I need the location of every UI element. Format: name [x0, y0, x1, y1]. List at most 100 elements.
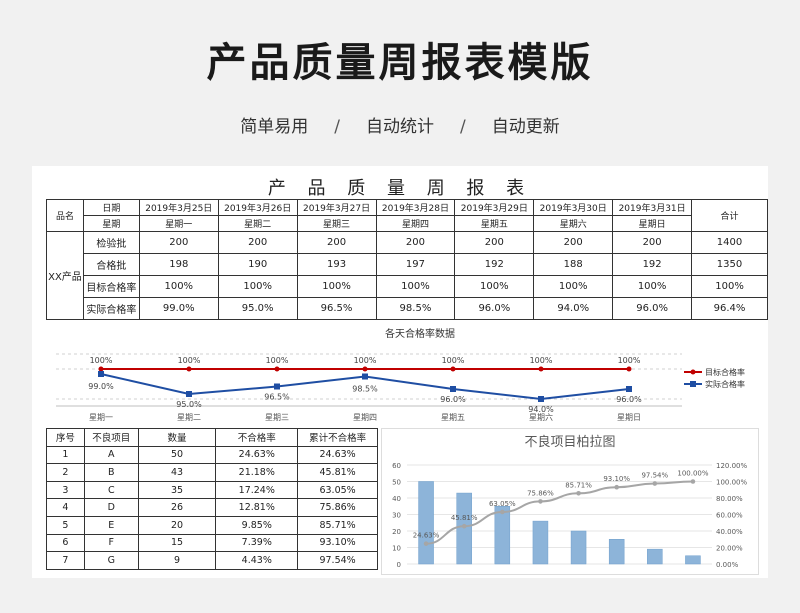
- total-cell: 96.4%: [691, 297, 768, 320]
- table-cell: 192: [454, 253, 535, 276]
- row-label: 目标合格率: [82, 275, 140, 298]
- bar: [532, 520, 549, 565]
- cumulative-label: 24.63%: [413, 532, 440, 540]
- data-point: [274, 383, 280, 390]
- defect-header-cell: 不合格率: [215, 428, 299, 447]
- table-cell: 192: [612, 253, 693, 276]
- defect-cell: 4: [46, 498, 85, 517]
- bar: [685, 555, 701, 565]
- table-cell: 100%: [138, 275, 219, 298]
- defect-cell: 7: [46, 551, 85, 570]
- y-tick-label: 0: [397, 561, 401, 569]
- data-label: 96.5%: [264, 393, 290, 402]
- y2-tick-label: 20.00%: [716, 545, 743, 553]
- date-cell: 2019年3月25日: [138, 199, 219, 216]
- cumulative-label: 97.54%: [641, 472, 668, 480]
- data-label: 95.0%: [176, 400, 202, 409]
- cumulative-point: [538, 499, 543, 504]
- subtitle-separator: /: [334, 117, 340, 137]
- y-tick-label: 30: [392, 512, 401, 520]
- data-label: 99.0%: [88, 382, 114, 391]
- table-cell: 100%: [375, 275, 456, 298]
- defect-cell: 6: [46, 533, 85, 553]
- row-label: 实际合格率: [82, 297, 140, 320]
- total-cell: 100%: [691, 275, 768, 298]
- defect-header-row: 序号 不良项目 数量 不合格率 累计不合格率: [46, 428, 378, 447]
- defect-cell: 4.43%: [215, 551, 299, 570]
- data-point: [626, 386, 632, 392]
- cumulative-point: [461, 523, 467, 529]
- data-label: 100%: [354, 356, 377, 365]
- x-tick-label: 星期一: [89, 413, 113, 422]
- header-product: 品名: [46, 199, 84, 232]
- defect-cell: 17.24%: [215, 480, 299, 500]
- legend-marker: [690, 369, 696, 375]
- data-point: [362, 366, 368, 372]
- y-tick-label: 10: [392, 545, 401, 553]
- bar: [494, 506, 511, 565]
- defect-cell: 12.81%: [215, 498, 299, 517]
- defect-cell: 26: [137, 498, 217, 517]
- data-label: 100%: [530, 356, 553, 365]
- data-point: [362, 373, 368, 380]
- data-label: 96.0%: [440, 395, 466, 404]
- data-point: [98, 371, 104, 377]
- data-point: [450, 386, 456, 392]
- table-cell: 100%: [533, 275, 614, 298]
- weekday-cell: 星期三: [296, 215, 377, 232]
- report-title: 产 品 质 量 周 报 表: [267, 178, 533, 199]
- defect-cell: 20: [137, 515, 217, 535]
- table-cell: 94.0%: [533, 297, 614, 320]
- y-tick-label: 40: [392, 495, 401, 503]
- defect-header-cell: 不良项目: [83, 428, 139, 447]
- defect-cell: B: [83, 463, 139, 482]
- cumulative-label: 63.05%: [489, 500, 516, 508]
- defect-cell: 35: [137, 480, 217, 500]
- weekday-cell: 星期五: [454, 215, 535, 232]
- table-cell: 200: [296, 231, 377, 254]
- x-tick-label: 星期日: [617, 413, 641, 422]
- defect-cell: A: [83, 445, 139, 465]
- table-cell: 200: [375, 231, 456, 254]
- cumulative-point: [500, 509, 505, 515]
- data-point: [98, 366, 104, 372]
- data-label: 96.0%: [616, 395, 642, 404]
- table-cell: 95.0%: [217, 297, 298, 320]
- cumulative-label: 93.10%: [603, 475, 630, 483]
- y2-tick-label: 100.00%: [716, 479, 747, 487]
- cumulative-label: 85.71%: [565, 481, 592, 489]
- weekday-cell: 星期日: [612, 215, 693, 232]
- defect-header-cell: 数量: [137, 428, 217, 447]
- y-tick-label: 20: [392, 528, 401, 536]
- subtitle-item: 自动统计: [366, 117, 434, 137]
- header-date: 日期: [82, 199, 140, 216]
- date-cell: 2019年3月26日: [217, 199, 298, 216]
- table-cell: 100%: [217, 275, 298, 298]
- defect-cell: 9.85%: [215, 515, 299, 535]
- x-tick-label: 星期三: [265, 413, 289, 422]
- defect-cell: 2: [46, 463, 85, 482]
- defect-row: 4 D 26 12.81% 75.86%: [46, 498, 378, 517]
- defect-cell: 24.63%: [215, 445, 299, 465]
- cumulative-point: [652, 481, 658, 486]
- weekday-cell: 星期四: [375, 215, 456, 232]
- cumulative-label: 45.81%: [451, 514, 478, 522]
- data-point: [538, 396, 544, 402]
- weekday-cell: 星期一: [138, 215, 219, 232]
- defect-cell: C: [83, 480, 139, 500]
- defect-row: 2 B 43 21.18% 45.81%: [46, 463, 378, 482]
- cumulative-point: [576, 490, 581, 496]
- bar: [608, 539, 625, 565]
- data-label: 100%: [178, 356, 201, 365]
- legend-label: 目标合格率: [705, 367, 745, 377]
- table-cell: 197: [375, 253, 456, 276]
- row-label: 合格批: [82, 253, 140, 276]
- defect-cell: 93.10%: [297, 533, 378, 553]
- defect-cell: 5: [46, 515, 85, 535]
- cumulative-point: [423, 541, 429, 546]
- page-subtitle: 简单易用 / 自动统计 / 自动更新: [0, 112, 800, 137]
- data-point: [626, 366, 632, 372]
- table-row: 实际合格率 99.0% 95.0% 96.5% 98.5% 96.0% 94.0…: [47, 297, 768, 320]
- defect-cell: 9: [137, 551, 217, 570]
- subtitle-item: 自动更新: [491, 117, 560, 137]
